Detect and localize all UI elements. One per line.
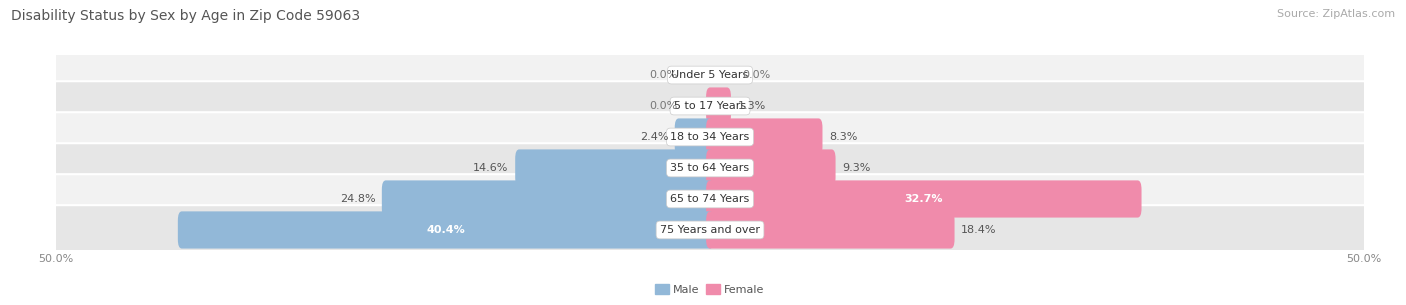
Text: 2.4%: 2.4%	[640, 132, 668, 142]
Text: 8.3%: 8.3%	[830, 132, 858, 142]
FancyBboxPatch shape	[52, 81, 1368, 131]
FancyBboxPatch shape	[706, 88, 731, 125]
Text: 5 to 17 Years: 5 to 17 Years	[673, 101, 747, 111]
FancyBboxPatch shape	[52, 50, 1368, 100]
Text: Disability Status by Sex by Age in Zip Code 59063: Disability Status by Sex by Age in Zip C…	[11, 9, 360, 23]
Text: 32.7%: 32.7%	[904, 194, 943, 204]
Text: 40.4%: 40.4%	[426, 225, 465, 235]
FancyBboxPatch shape	[177, 211, 714, 249]
Text: 35 to 64 Years: 35 to 64 Years	[671, 163, 749, 173]
Text: 0.0%: 0.0%	[650, 101, 678, 111]
Legend: Male, Female: Male, Female	[651, 280, 769, 299]
Text: Source: ZipAtlas.com: Source: ZipAtlas.com	[1277, 9, 1395, 19]
Text: 0.0%: 0.0%	[650, 70, 678, 80]
FancyBboxPatch shape	[706, 149, 835, 187]
Text: 75 Years and over: 75 Years and over	[659, 225, 761, 235]
Text: Under 5 Years: Under 5 Years	[672, 70, 748, 80]
FancyBboxPatch shape	[52, 143, 1368, 193]
FancyBboxPatch shape	[52, 174, 1368, 224]
Text: 24.8%: 24.8%	[340, 194, 375, 204]
FancyBboxPatch shape	[706, 118, 823, 156]
Text: 1.3%: 1.3%	[738, 101, 766, 111]
Text: 0.0%: 0.0%	[742, 70, 770, 80]
FancyBboxPatch shape	[675, 118, 714, 156]
FancyBboxPatch shape	[52, 205, 1368, 255]
FancyBboxPatch shape	[52, 112, 1368, 162]
FancyBboxPatch shape	[515, 149, 714, 187]
Text: 18.4%: 18.4%	[962, 225, 997, 235]
FancyBboxPatch shape	[382, 180, 714, 217]
FancyBboxPatch shape	[706, 180, 1142, 217]
FancyBboxPatch shape	[706, 211, 955, 249]
Text: 65 to 74 Years: 65 to 74 Years	[671, 194, 749, 204]
Text: 18 to 34 Years: 18 to 34 Years	[671, 132, 749, 142]
Text: 9.3%: 9.3%	[842, 163, 870, 173]
Text: 14.6%: 14.6%	[474, 163, 509, 173]
